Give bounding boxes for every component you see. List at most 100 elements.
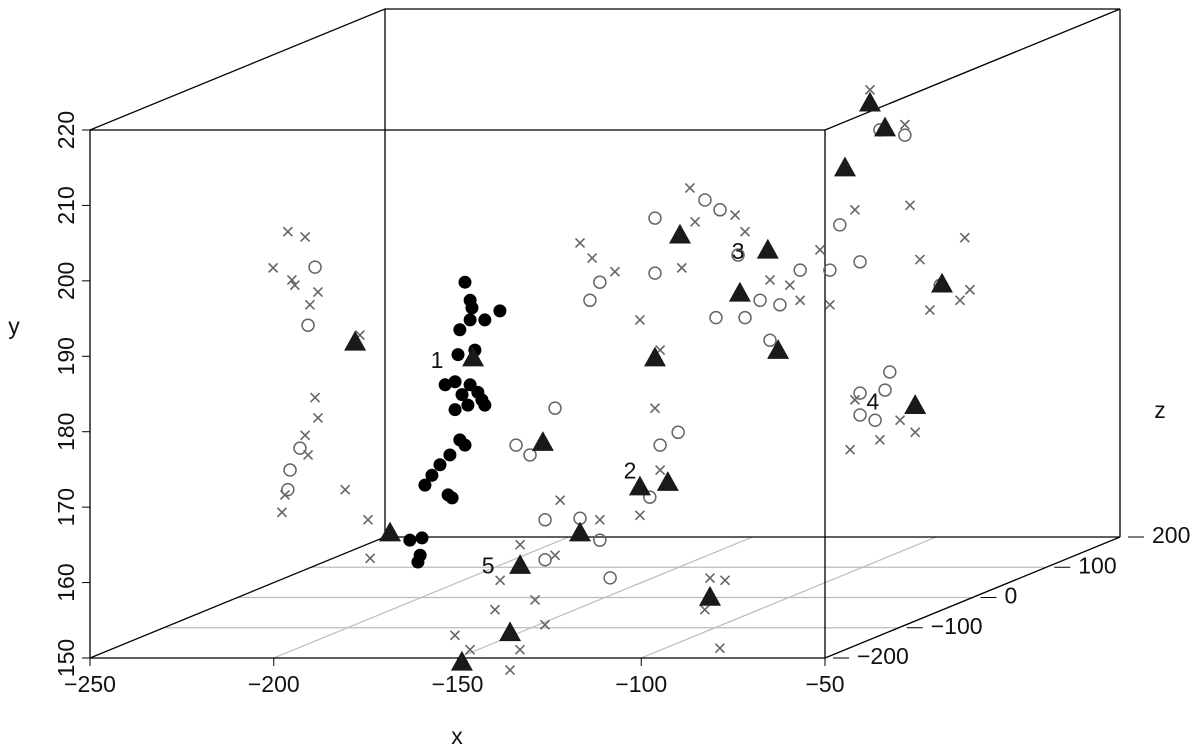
filled-point <box>433 458 447 472</box>
circle-point <box>853 255 867 269</box>
circle-point <box>671 425 685 440</box>
y-tick-label: 180 <box>53 413 79 451</box>
cross-point <box>954 295 966 306</box>
triangle-point <box>904 394 927 414</box>
circle-point <box>833 218 847 232</box>
y-tick-label: 150 <box>53 639 79 677</box>
circle-point <box>731 248 745 262</box>
circle-point <box>698 193 712 207</box>
cross-point <box>824 299 835 310</box>
cross-point <box>309 392 321 403</box>
y-tick-label: 210 <box>53 186 79 224</box>
cross-point <box>594 514 605 525</box>
circle-point <box>523 448 537 462</box>
annotation: 2 <box>624 457 637 483</box>
circle-point <box>538 513 552 527</box>
cross-point <box>300 430 311 441</box>
cross-point <box>964 284 975 295</box>
cross-point <box>649 403 661 414</box>
circle-point <box>548 401 562 415</box>
cross-point <box>555 495 566 506</box>
cross-point <box>676 262 687 273</box>
triangle-point <box>767 339 790 359</box>
filled-point <box>463 313 477 327</box>
triangle-point <box>833 156 856 177</box>
box-edge <box>89 536 386 659</box>
cross-point <box>304 299 315 310</box>
filled-point <box>411 555 425 569</box>
circle-point <box>281 482 295 497</box>
y-tick-label: 190 <box>53 337 79 375</box>
annotation: 1 <box>431 347 444 373</box>
circle-point <box>653 438 667 452</box>
filled-point <box>448 403 462 417</box>
cross-point <box>714 643 725 654</box>
cross-point <box>704 572 716 584</box>
cross-point <box>814 244 826 255</box>
triangle-point <box>499 621 522 642</box>
y-tick-label: 200 <box>53 262 79 300</box>
filled-point <box>461 398 475 412</box>
triangle-point <box>462 346 485 367</box>
filled-point <box>403 533 417 547</box>
cross-point <box>286 274 297 286</box>
y-tick-label: 170 <box>53 488 79 526</box>
cross-point <box>365 553 376 564</box>
triangle-point <box>756 238 779 259</box>
cross-point <box>609 266 620 277</box>
circle-point <box>898 128 912 142</box>
circle-point <box>763 333 777 348</box>
cross-point <box>730 210 741 221</box>
triangle-point <box>643 346 666 367</box>
cross-point <box>655 464 666 476</box>
cross-point <box>924 305 935 316</box>
cross-point <box>849 204 860 215</box>
cross-point <box>910 427 921 438</box>
triangle-point <box>656 471 679 491</box>
triangle-point <box>569 521 592 542</box>
filled-point <box>438 378 452 392</box>
triangle-point <box>930 272 953 293</box>
annotation: 5 <box>482 552 495 578</box>
circle-point <box>773 298 787 312</box>
cross-point <box>489 604 501 615</box>
cross-point <box>795 295 806 306</box>
filled-point <box>453 323 467 337</box>
triangle-point <box>858 91 881 112</box>
circle-point <box>509 438 523 452</box>
filled-point <box>458 438 472 452</box>
filled-point <box>451 348 465 362</box>
cross-point <box>739 226 751 237</box>
cross-point <box>904 200 916 211</box>
annotation: 4 <box>867 389 880 415</box>
filled-point <box>445 491 459 505</box>
annotation: 3 <box>732 238 745 264</box>
circle-point <box>583 293 597 308</box>
circle-point <box>648 211 662 225</box>
circle-point <box>868 413 882 427</box>
x-tick-label: −50 <box>805 671 844 697</box>
x-tick-label: −100 <box>615 671 667 697</box>
filled-point <box>425 468 439 482</box>
cross-point <box>699 604 710 615</box>
triangle-point <box>628 475 651 496</box>
z-tick-label: 200 <box>1152 522 1190 548</box>
filled-point <box>463 293 477 307</box>
x-tick-label: −150 <box>432 671 484 697</box>
filled-point <box>455 388 469 402</box>
filled-point <box>448 375 462 389</box>
x-tick-label: −200 <box>248 671 300 697</box>
circle-point <box>738 310 752 325</box>
cross-point <box>312 286 324 298</box>
z-tick-label: −200 <box>857 643 909 669</box>
cross-point <box>340 484 351 495</box>
circle-point <box>643 490 657 504</box>
cross-point <box>539 619 551 630</box>
circle-point <box>793 263 807 277</box>
filled-point <box>478 398 492 412</box>
triangle-point <box>698 585 721 606</box>
triangle-point <box>874 116 897 137</box>
cross-point <box>282 226 293 237</box>
cross-point <box>864 84 876 95</box>
